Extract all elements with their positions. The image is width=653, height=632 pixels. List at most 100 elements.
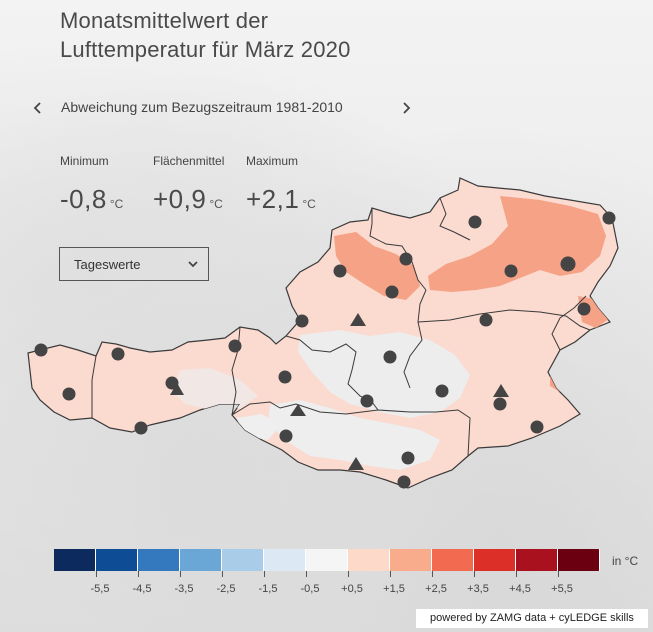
chevron-down-icon xyxy=(186,257,200,271)
warm-zone-styria-east xyxy=(550,364,570,392)
legend-ticks xyxy=(54,571,600,581)
station-circle xyxy=(134,421,148,435)
stat-maximum-label: Maximum xyxy=(246,154,299,168)
stat-minimum-label: Minimum xyxy=(60,154,109,168)
legend-tick xyxy=(306,571,307,577)
station-triangle xyxy=(350,313,366,326)
interval-dropdown-value: Tageswerte xyxy=(74,257,141,272)
station-circle xyxy=(530,420,544,434)
stat-mean-label: Flächenmittel xyxy=(153,154,225,168)
legend-tick xyxy=(474,571,475,577)
legend-tick-label: -1,5 xyxy=(258,583,278,595)
warm-zone-upper-austria xyxy=(334,232,420,300)
legend-tick xyxy=(180,571,181,577)
chevron-right-icon[interactable] xyxy=(398,96,414,120)
cool-zone-carinthia xyxy=(268,400,440,470)
legend-tick xyxy=(96,571,97,577)
station-circle xyxy=(602,211,616,225)
legend-tick xyxy=(138,571,139,577)
title-line-1: Monatsmittelwert der xyxy=(60,8,269,33)
station-circle xyxy=(279,429,293,443)
legend-tick-label: +5,5 xyxy=(551,583,573,595)
station-circle xyxy=(360,394,374,408)
station-circle xyxy=(333,264,347,278)
station-circle xyxy=(561,257,575,271)
legend-tick-label: -2,5 xyxy=(216,583,236,595)
interval-dropdown[interactable]: Tageswerte xyxy=(59,247,209,281)
station-circle xyxy=(111,347,125,361)
warm-zone-lower-austria-north xyxy=(428,196,606,292)
legend-tick-label: +1,5 xyxy=(383,583,405,595)
cool-zone-tyrol xyxy=(172,368,258,410)
station-circle xyxy=(278,370,292,384)
station-circle xyxy=(295,314,309,328)
legend-tick xyxy=(348,571,349,577)
legend-tick-label: -5,5 xyxy=(90,583,110,595)
border-lower-austria-north xyxy=(439,197,471,241)
stat-maximum-unit: °C xyxy=(302,197,316,211)
stat-minimum-value: -0,8 xyxy=(60,184,107,214)
legend-tick-label: -3,5 xyxy=(174,583,194,595)
legend-tick xyxy=(516,571,517,577)
legend-swatch xyxy=(96,549,138,571)
station-triangle xyxy=(170,383,184,395)
station-circle xyxy=(479,313,493,327)
station-triangle xyxy=(493,384,509,397)
chevron-left-icon[interactable] xyxy=(30,96,46,120)
border-lower-austria-styria xyxy=(417,309,591,331)
legend-swatch xyxy=(306,549,348,571)
legend-tick xyxy=(432,571,433,577)
legend-tick-label: -0,5 xyxy=(300,583,320,595)
legend-tick xyxy=(390,571,391,577)
legend-swatch xyxy=(516,549,558,571)
legend-tick-label: +4,5 xyxy=(509,583,531,595)
stat-mean-unit: °C xyxy=(209,197,223,211)
station-circle xyxy=(401,451,415,465)
station-circle xyxy=(399,252,413,266)
legend-unit: in °C xyxy=(612,554,639,568)
page-title: Monatsmittelwert der Lufttemperatur für … xyxy=(60,6,351,64)
credit-link[interactable]: powered by ZAMG data + cyLEDGE skills xyxy=(416,609,648,628)
legend-swatch xyxy=(348,549,390,571)
station-circle xyxy=(435,384,449,398)
mountain-stations[interactable] xyxy=(170,313,509,470)
station-circle xyxy=(577,302,591,316)
legend-tick-label: +3,5 xyxy=(467,583,489,595)
station-circle xyxy=(468,215,482,229)
station-triangle xyxy=(290,404,306,416)
legend-tick xyxy=(264,571,265,577)
cool-zone-alps-east xyxy=(298,330,470,418)
stat-maximum-value: +2,1 xyxy=(246,184,300,214)
border-upper-lower-austria-north xyxy=(369,208,427,291)
stat-mean-value: +0,9 xyxy=(153,184,207,214)
legend-tick-label: +0,5 xyxy=(341,583,363,595)
legend-swatch xyxy=(390,549,432,571)
stations[interactable] xyxy=(34,211,616,489)
legend-swatch xyxy=(138,549,180,571)
border-vienna xyxy=(560,256,576,272)
title-line-2: Lufttemperatur für März 2020 xyxy=(60,37,351,62)
station-circle xyxy=(493,397,507,411)
border-vorarlberg-tyrol xyxy=(91,355,97,418)
stat-minimum-unit: °C xyxy=(109,197,124,211)
period-navigation: Abweichung zum Bezugszeitraum 1981-2010 xyxy=(30,96,420,120)
border-tyrol-east xyxy=(231,401,281,416)
station-circle xyxy=(228,339,242,353)
legend-swatch xyxy=(264,549,306,571)
border-upper-austria-styria xyxy=(403,289,427,389)
border-carinthia-north xyxy=(279,403,471,457)
legend-swatch xyxy=(558,549,600,571)
station-circle xyxy=(504,264,518,278)
station-circle xyxy=(383,350,397,364)
legend-tick xyxy=(222,571,223,577)
legend-swatch xyxy=(54,549,96,571)
color-legend xyxy=(54,549,600,571)
border-burgenland xyxy=(551,295,587,351)
legend-tick-label: -4,5 xyxy=(132,583,152,595)
legend-swatch xyxy=(432,549,474,571)
legend-swatch xyxy=(222,549,264,571)
station-circle xyxy=(34,343,48,357)
station-circle xyxy=(397,475,411,489)
station-triangle xyxy=(348,457,364,470)
